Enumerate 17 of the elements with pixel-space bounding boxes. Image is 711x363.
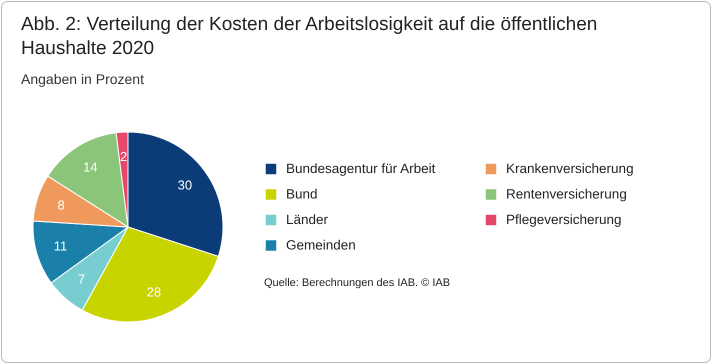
legend-label: Gemeinden [286,238,356,252]
data-label: 30 [178,178,192,193]
legend-label: Krankenversicherung [506,161,634,176]
data-label: 2 [120,148,128,164]
source-note: Quelle: Berechnungen des IAB. © IAB [264,277,450,289]
chart-subtitle: Angaben in Prozent [21,71,144,87]
data-label: 14 [83,160,98,175]
legend-label: Pflegeversicherung [506,212,622,227]
data-label: 11 [54,238,68,254]
legend-label: Rentenversicherung [506,186,627,202]
data-label: 28 [146,284,162,300]
legend-label: Länder [286,212,329,227]
legend-label: Bundesagentur für Arbeit [286,161,436,176]
legend-label: Bund [286,186,318,202]
data-label: 7 [78,272,86,287]
chart-title: Abb. 2: Verteilung der Kosten der Arbeitslosigkeit auf die öffentlichen Haushalte 2020 [21,14,598,59]
data-label: 8 [58,197,65,212]
